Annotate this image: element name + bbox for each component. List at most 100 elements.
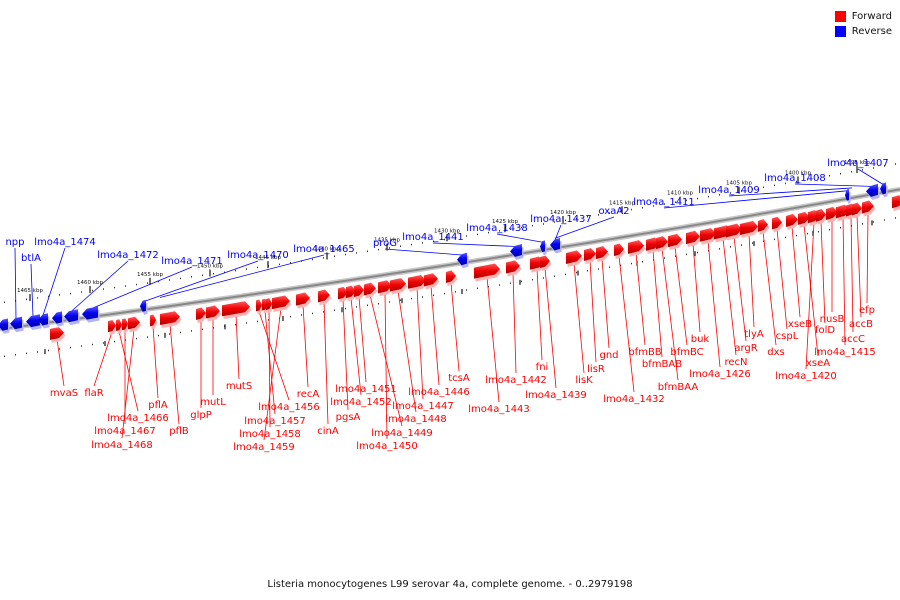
gene-lmo4a-1471[interactable] — [82, 306, 100, 323]
gene-tcsa[interactable] — [446, 270, 458, 286]
gene-lisr[interactable] — [584, 248, 598, 265]
gene-label-fni: fni — [536, 362, 549, 373]
gene-lmo4a-1407[interactable] — [880, 182, 888, 198]
gene-lmo4a-1426[interactable] — [700, 228, 718, 245]
gene-glpp[interactable] — [196, 307, 208, 323]
gene-pflb[interactable] — [160, 311, 182, 328]
leader-line — [42, 247, 66, 316]
leader-line — [748, 233, 755, 328]
gene-lisk[interactable] — [566, 250, 584, 267]
gene-arrow — [506, 260, 520, 274]
gene-label-lmo4a-1447: lmo4a_1447 — [392, 401, 454, 412]
gene-mutl[interactable] — [206, 305, 222, 322]
gene-arrow — [318, 289, 330, 303]
gene-lmo4a-1459[interactable] — [272, 295, 292, 313]
gene-lmo4a-1442[interactable] — [506, 260, 522, 277]
leader-line — [857, 168, 884, 185]
gene-cspl[interactable] — [772, 216, 784, 233]
gene-lmo4a-1470[interactable] — [140, 299, 148, 315]
gene-lmo4a-1468[interactable] — [128, 316, 142, 333]
gene-lmo4a-1441[interactable] — [510, 244, 524, 260]
gene-lmo4a-1446[interactable] — [424, 273, 440, 290]
gene-dxs[interactable] — [758, 219, 770, 235]
gene-lmo4a-1439[interactable] — [540, 255, 552, 272]
gene-lmo4a-1448[interactable] — [390, 278, 408, 295]
leader-line — [635, 252, 646, 346]
guide-dot — [323, 257, 324, 259]
guide-dot — [81, 345, 82, 347]
gene-reca[interactable] — [296, 292, 312, 309]
gene-lmo4a-1408[interactable] — [866, 183, 880, 200]
leader-line — [358, 296, 367, 383]
gene-muts[interactable] — [222, 301, 252, 320]
guide-dot — [532, 224, 533, 227]
leader-line — [554, 216, 615, 239]
guide-dot — [279, 263, 280, 266]
gene-arrow — [550, 237, 560, 251]
guide-dot — [543, 277, 544, 279]
gene-flar[interactable] — [108, 320, 118, 336]
guide-dot — [48, 295, 49, 298]
gene-cina[interactable] — [318, 289, 332, 306]
gene-argr[interactable] — [726, 223, 744, 241]
gene-lmo4a-1437[interactable] — [550, 237, 562, 254]
guide-dot — [400, 299, 401, 301]
gene-tlya[interactable] — [740, 220, 760, 238]
gene-label-bfmbaa: bfmBAA — [658, 382, 699, 393]
guide-dot — [191, 330, 192, 332]
gene-arrow — [0, 318, 8, 331]
gene-accb[interactable] — [852, 202, 864, 219]
gene-lmo4a-1447[interactable] — [408, 275, 428, 292]
gene-lmo4a-1472[interactable] — [64, 309, 80, 326]
gene-arrow — [566, 250, 582, 264]
gene-lmo4a-1449[interactable] — [364, 282, 378, 299]
guide-dot — [466, 289, 467, 291]
guide-dot — [147, 282, 148, 284]
leader-line — [866, 213, 869, 304]
gene-label-cspl: cspL — [776, 331, 799, 342]
gene-label-tlya: tlyA — [744, 329, 764, 340]
tick-label: 1435 kbp — [374, 238, 400, 244]
gene-arrow — [540, 255, 550, 269]
gene-fold[interactable] — [816, 209, 828, 225]
gene-lmo4a-1411[interactable] — [845, 188, 851, 204]
gene-lmo4a-1443[interactable] — [474, 263, 502, 282]
gene-xseb[interactable] — [786, 213, 800, 231]
gene-efp[interactable] — [862, 200, 876, 217]
gene-prog[interactable] — [457, 252, 469, 269]
gene-label-xseb: xseB — [788, 319, 812, 330]
leader-line — [663, 190, 848, 209]
gene-arrow — [772, 216, 782, 230]
gene-npp[interactable] — [10, 316, 24, 333]
gene-label-prog: proG — [373, 238, 397, 249]
guide-dot — [202, 328, 203, 331]
gene-lmo4a-1474[interactable] — [38, 313, 50, 329]
gene-pfla[interactable] — [150, 314, 158, 330]
gene-lmo4a-1451[interactable] — [354, 284, 366, 300]
gene-bfmbb[interactable] — [628, 240, 646, 257]
gene-buk[interactable] — [686, 230, 702, 248]
guide-dot — [70, 292, 71, 295]
gene-arrow — [798, 211, 810, 225]
gene-btla[interactable] — [26, 314, 42, 331]
gene-lmo4a-1438[interactable] — [540, 240, 547, 256]
gene-lmo4a-1432[interactable] — [614, 243, 626, 260]
gene-gnd[interactable] — [596, 246, 610, 263]
gene-bfmbc[interactable] — [668, 233, 684, 251]
gene-reverse-block[interactable] — [52, 311, 64, 327]
guide-dot — [389, 301, 390, 303]
gene-forward-block[interactable] — [892, 195, 900, 212]
gene-mvas[interactable] — [50, 327, 66, 343]
leader-line — [820, 221, 826, 324]
gene-arrow — [140, 299, 146, 312]
guide-dot — [334, 309, 335, 311]
guide-dot — [114, 286, 115, 289]
gene-arrow — [786, 213, 798, 228]
gene-bfmbaa[interactable] — [656, 236, 670, 253]
gene-reverse-block[interactable] — [0, 318, 10, 334]
guide-dot — [301, 314, 302, 316]
gene-label-accc: accC — [841, 334, 865, 345]
leader-line — [544, 267, 557, 389]
guide-dot — [510, 282, 511, 284]
guide-dot — [565, 273, 566, 276]
